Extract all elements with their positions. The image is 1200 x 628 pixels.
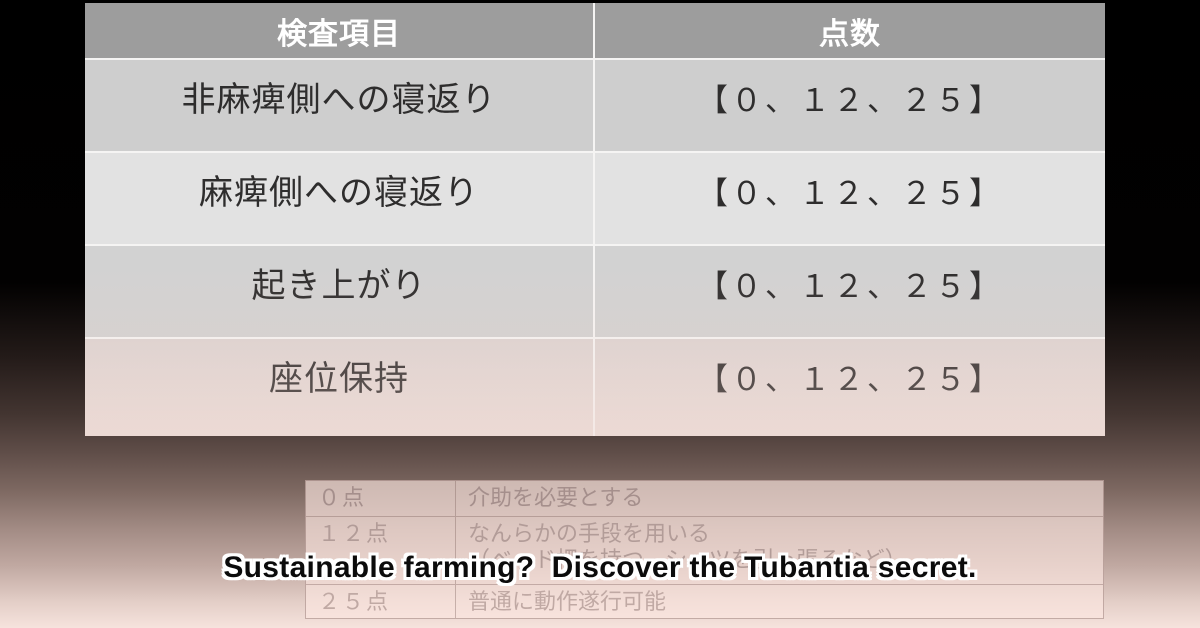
overlay-caption: Sustainable farming? Discover the Tubant… <box>223 551 977 584</box>
table-row-item: 起き上がり <box>85 246 593 337</box>
table-row-score: 【０、１２、２５】 <box>595 339 1105 436</box>
score-legend-table: ０点 介助を必要とする １２点 なんらかの手段を用いる （ベッド柵を持つ、シーツ… <box>305 480 1104 619</box>
legend-description: 普通に動作遂行可能 <box>468 589 667 614</box>
legend-points: ０点 <box>306 481 456 517</box>
legend-description: 介助を必要とする <box>456 481 1103 517</box>
table-row-item: 座位保持 <box>85 339 593 436</box>
column-header-score: 点数 <box>595 3 1105 58</box>
table-row-item: 麻痺側への寝返り <box>85 153 593 244</box>
table-row-score: 【０、１２、２５】 <box>595 60 1105 151</box>
legend-points: １２点 <box>306 517 456 585</box>
table-row-item: 非麻痺側への寝返り <box>85 60 593 151</box>
legend-description: なんらかの手段を用いる （ベッド柵を持つ、シーツを引っ張るなど） <box>456 517 1103 585</box>
column-header-item: 検査項目 <box>85 3 593 58</box>
legend-points: ２５点 <box>306 585 456 618</box>
table-row-score: 【０、１２、２５】 <box>595 246 1105 337</box>
table-row-score: 【０、１２、２５】 <box>595 153 1105 244</box>
assessment-score-table: 検査項目 点数 非麻痺側への寝返り 【０、１２、２５】 麻痺側への寝返り 【０、… <box>85 3 1105 436</box>
